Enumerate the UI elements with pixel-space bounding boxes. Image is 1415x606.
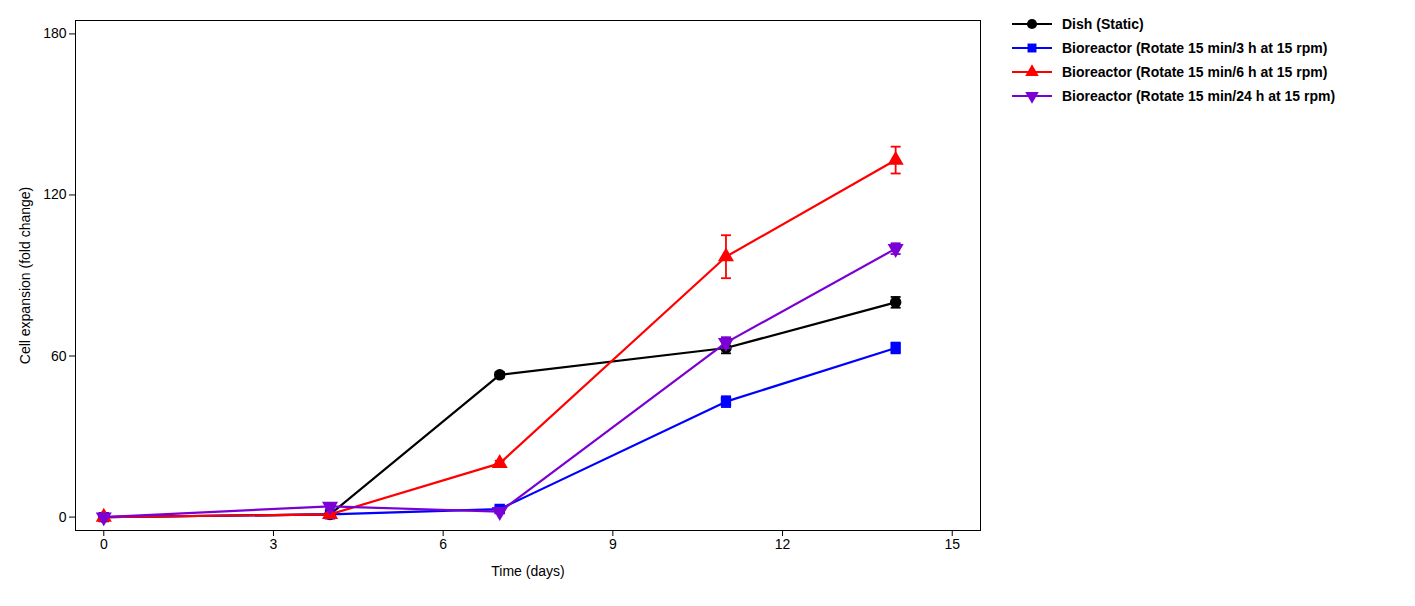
svg-text:12: 12	[775, 536, 791, 552]
svg-text:Time (days): Time (days)	[491, 563, 564, 579]
svg-text:180: 180	[43, 25, 67, 41]
svg-text:15: 15	[944, 536, 960, 552]
html-text:Bioreactor (Rotate 15 min/3 h: Bioreactor (Rotate 15 min/3 h at 15 rpm)	[1062, 40, 1328, 56]
html-text:Bioreactor (Rotate 15 min/6 h: Bioreactor (Rotate 15 min/6 h at 15 rpm)	[1062, 64, 1328, 80]
svg-text:9: 9	[609, 536, 617, 552]
svg-text:0: 0	[59, 509, 67, 525]
svg-text:6: 6	[439, 536, 447, 552]
svg-text:60: 60	[51, 348, 67, 364]
svg-text:0: 0	[100, 536, 108, 552]
html-text:Bioreactor (Rotate 15 min/24 h: Bioreactor (Rotate 15 min/24 h at 15 rpm…	[1062, 88, 1336, 104]
svg-text:120: 120	[43, 186, 67, 202]
svg-text:Cell expansion (fold change): Cell expansion (fold change)	[17, 187, 33, 364]
html-text:Dish (Static): Dish (Static)	[1062, 16, 1144, 32]
svg-text:3: 3	[270, 536, 278, 552]
